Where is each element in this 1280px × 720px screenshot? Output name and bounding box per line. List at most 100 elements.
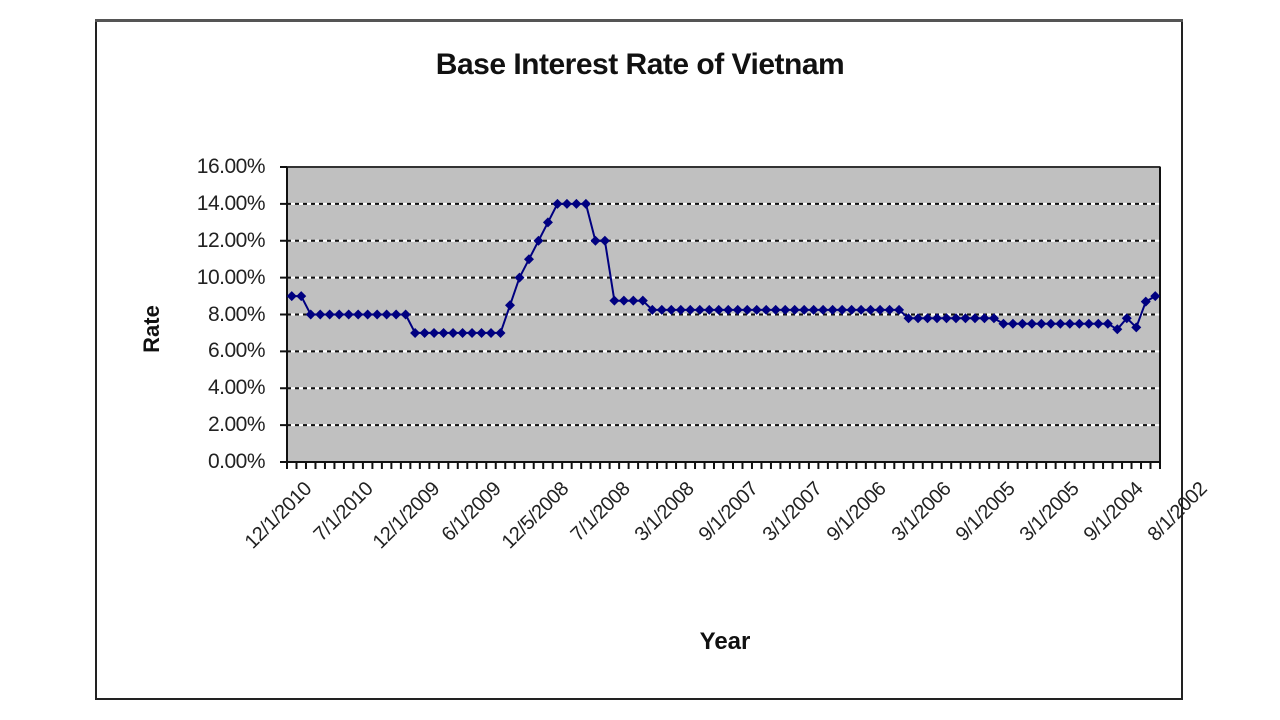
data-point-marker — [1007, 318, 1018, 329]
data-point-marker — [637, 295, 648, 306]
data-point-marker — [334, 309, 345, 320]
data-point-marker — [495, 327, 506, 338]
data-point-marker — [429, 327, 440, 338]
data-point-marker — [353, 309, 364, 320]
data-point-marker — [950, 313, 961, 324]
data-point-marker — [666, 304, 677, 315]
y-tick-label: 2.00% — [207, 413, 266, 437]
x-axis-label: Year — [699, 628, 751, 655]
data-point-marker — [1140, 296, 1151, 307]
data-point-marker — [1131, 322, 1142, 333]
data-point-marker — [647, 304, 658, 315]
data-point-marker — [599, 235, 610, 246]
data-point-marker — [1064, 318, 1075, 329]
data-point-marker — [1102, 318, 1113, 329]
data-point-marker — [609, 295, 620, 306]
rate-series-markers — [286, 198, 1161, 338]
data-point-marker — [818, 304, 829, 315]
data-point-marker — [467, 327, 478, 338]
y-tick-label: 16.00% — [196, 155, 266, 178]
data-point-marker — [941, 313, 952, 324]
data-point-marker — [808, 304, 819, 315]
y-tick-label: 10.00% — [196, 265, 266, 289]
data-point-marker — [913, 313, 924, 324]
data-point-marker — [343, 309, 354, 320]
data-point-marker — [438, 327, 449, 338]
data-point-marker — [932, 313, 943, 324]
data-point-marker — [713, 304, 724, 315]
data-point-marker — [400, 309, 411, 320]
data-point-marker — [1074, 318, 1085, 329]
data-point-marker — [979, 313, 990, 324]
data-point-marker — [486, 327, 497, 338]
data-point-marker — [780, 304, 791, 315]
data-point-marker — [618, 295, 629, 306]
data-point-marker — [1093, 318, 1104, 329]
data-point-marker — [1045, 318, 1056, 329]
data-point-marker — [523, 254, 534, 265]
data-point-marker — [884, 304, 895, 315]
data-point-marker — [723, 304, 734, 315]
data-point-marker — [856, 304, 867, 315]
data-point-marker — [315, 309, 326, 320]
data-point-marker — [789, 304, 800, 315]
y-tick-label: 8.00% — [207, 302, 266, 326]
data-point-marker — [675, 304, 686, 315]
gridlines — [287, 202, 1160, 427]
data-point-marker — [998, 318, 1009, 329]
data-point-marker — [1150, 291, 1161, 302]
data-point-marker — [448, 327, 459, 338]
data-point-marker — [846, 304, 857, 315]
data-point-marker — [457, 327, 468, 338]
data-point-marker — [827, 304, 838, 315]
data-point-marker — [875, 304, 886, 315]
data-point-marker — [381, 309, 392, 320]
data-point-marker — [533, 235, 544, 246]
data-point-marker — [969, 313, 980, 324]
data-point-marker — [1083, 318, 1094, 329]
data-point-marker — [590, 235, 601, 246]
data-point-marker — [742, 304, 753, 315]
data-point-marker — [305, 309, 316, 320]
data-point-marker — [391, 309, 402, 320]
data-point-marker — [476, 327, 487, 338]
y-tick-label: 12.00% — [196, 228, 266, 252]
data-point-marker — [561, 198, 572, 209]
data-point-marker — [988, 313, 999, 324]
data-point-marker — [894, 304, 905, 315]
data-point-marker — [751, 304, 762, 315]
data-point-marker — [362, 309, 373, 320]
data-point-marker — [1121, 313, 1132, 324]
data-point-marker — [1055, 318, 1066, 329]
data-point-marker — [732, 304, 743, 315]
data-point-marker — [761, 304, 772, 315]
chart-title: Base Interest Rate of Vietnam — [435, 48, 845, 81]
y-tick-label: 0.00% — [207, 450, 266, 473]
data-point-marker — [1036, 318, 1047, 329]
data-point-marker — [542, 217, 553, 228]
data-point-marker — [580, 198, 591, 209]
data-point-marker — [694, 304, 705, 315]
y-tick-label: 14.00% — [196, 191, 266, 215]
data-point-marker — [571, 198, 582, 209]
data-point-marker — [372, 309, 383, 320]
data-point-marker — [770, 304, 781, 315]
data-point-marker — [903, 313, 914, 324]
data-point-marker — [685, 304, 696, 315]
data-point-marker — [837, 304, 848, 315]
data-point-marker — [922, 313, 933, 324]
data-point-marker — [1017, 318, 1028, 329]
data-point-marker — [799, 304, 810, 315]
data-point-marker — [960, 313, 971, 324]
data-point-marker — [296, 291, 307, 302]
data-point-marker — [1112, 324, 1123, 335]
axis-tick-marks — [280, 166, 1161, 469]
data-point-marker — [410, 327, 421, 338]
data-point-marker — [628, 295, 639, 306]
data-point-marker — [865, 304, 876, 315]
data-point-marker — [1026, 318, 1037, 329]
data-point-marker — [286, 291, 297, 302]
y-tick-label: 4.00% — [207, 376, 266, 400]
data-point-marker — [656, 304, 667, 315]
